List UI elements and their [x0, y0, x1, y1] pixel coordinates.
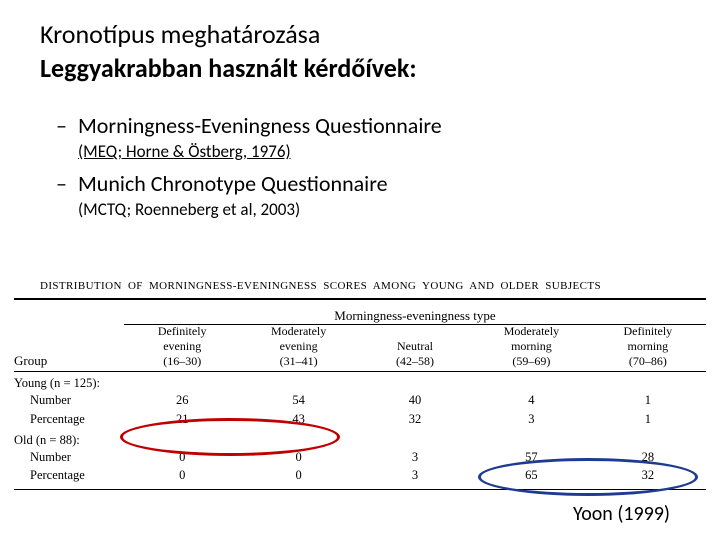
table-cell: 0: [124, 466, 240, 485]
table-cell: 1: [590, 391, 706, 410]
table-super-header-row: Morningness-eveningness type: [14, 300, 706, 324]
col-line: morning: [473, 339, 589, 354]
column-header: Moderately morning (59–69): [473, 325, 589, 371]
table-caption: DISTRIBUTION OF MORNINGNESS-EVENINGNESS …: [40, 280, 706, 292]
bullet-item: Munich Chronotype Questionnaire: [56, 170, 680, 197]
col-line: Definitely: [590, 324, 706, 339]
table-cell: 1: [590, 410, 706, 429]
table-cell: 21: [124, 410, 240, 429]
column-header: Definitely evening (16–30): [124, 325, 240, 371]
column-header: Moderately evening (31–41): [240, 325, 356, 371]
table-cell: 0: [240, 466, 356, 485]
col-line: (70–86): [590, 354, 706, 369]
col-line: evening: [240, 339, 356, 354]
table-cell: 32: [590, 466, 706, 485]
title-block: Kronotípus meghatározása Leggyakrabban h…: [0, 18, 720, 84]
table-cell: 65: [473, 466, 589, 485]
col-line: (42–58): [357, 354, 473, 369]
col-line: Moderately: [240, 324, 356, 339]
col-line: evening: [124, 339, 240, 354]
table-row: Number 0 0 3 57 28: [14, 448, 706, 467]
row-label: Number: [14, 391, 124, 410]
table-row: Percentage 0 0 3 65 32: [14, 466, 706, 485]
table-cell: 3: [473, 410, 589, 429]
table-rule: [14, 371, 706, 372]
table-cell: 0: [124, 448, 240, 467]
table-row: Number 26 54 40 4 1: [14, 391, 706, 410]
table-cell: 43: [240, 410, 356, 429]
table-cell: 57: [473, 448, 589, 467]
title-line1: Kronotípus meghatározása: [40, 18, 680, 50]
bullet-sub: (MCTQ; Roenneberg et al, 2003): [56, 199, 680, 220]
row-label: Percentage: [14, 466, 124, 485]
table-super-header: Morningness-eveningness type: [124, 308, 706, 324]
col-line: Neutral: [357, 339, 473, 354]
slide: Kronotípus meghatározása Leggyakrabban h…: [0, 0, 720, 540]
table-cell: 3: [357, 448, 473, 467]
col-line: (31–41): [240, 354, 356, 369]
table-cell: 32: [357, 410, 473, 429]
table-cell: 4: [473, 391, 589, 410]
group-label: Old (n = 88):: [14, 433, 706, 448]
table-cell: 3: [357, 466, 473, 485]
table-cell: 40: [357, 391, 473, 410]
bullet-list: Morningness-Eveningness Questionnaire (M…: [0, 84, 720, 220]
table-cell: 0: [240, 448, 356, 467]
row-label: Number: [14, 448, 124, 467]
col-line: Definitely: [124, 324, 240, 339]
bullet-item: Morningness-Eveningness Questionnaire: [56, 112, 680, 139]
table-rule: [14, 489, 706, 490]
column-header: Definitely morning (70–86): [590, 325, 706, 371]
citation-text: Yoon (1999): [573, 502, 670, 526]
table-cell: 26: [124, 391, 240, 410]
bullet-sub: (MEQ; Horne & Östberg, 1976): [56, 141, 680, 162]
column-header-group: Group: [14, 325, 124, 371]
column-header: Neutral (42–58): [357, 325, 473, 371]
table-cell: 28: [590, 448, 706, 467]
col-line: (16–30): [124, 354, 240, 369]
table-row: Percentage 21 43 32 3 1: [14, 410, 706, 429]
group-label: Young (n = 125):: [14, 376, 706, 391]
row-label: Percentage: [14, 410, 124, 429]
title-line2: Leggyakrabban használt kérdőívek:: [40, 52, 680, 84]
col-line: Moderately: [473, 324, 589, 339]
distribution-table: DISTRIBUTION OF MORNINGNESS-EVENINGNESS …: [0, 280, 720, 490]
col-line: (59–69): [473, 354, 589, 369]
table-cell: 54: [240, 391, 356, 410]
table-header-row: Group Definitely evening (16–30) Moderat…: [14, 325, 706, 371]
col-line: morning: [590, 339, 706, 354]
